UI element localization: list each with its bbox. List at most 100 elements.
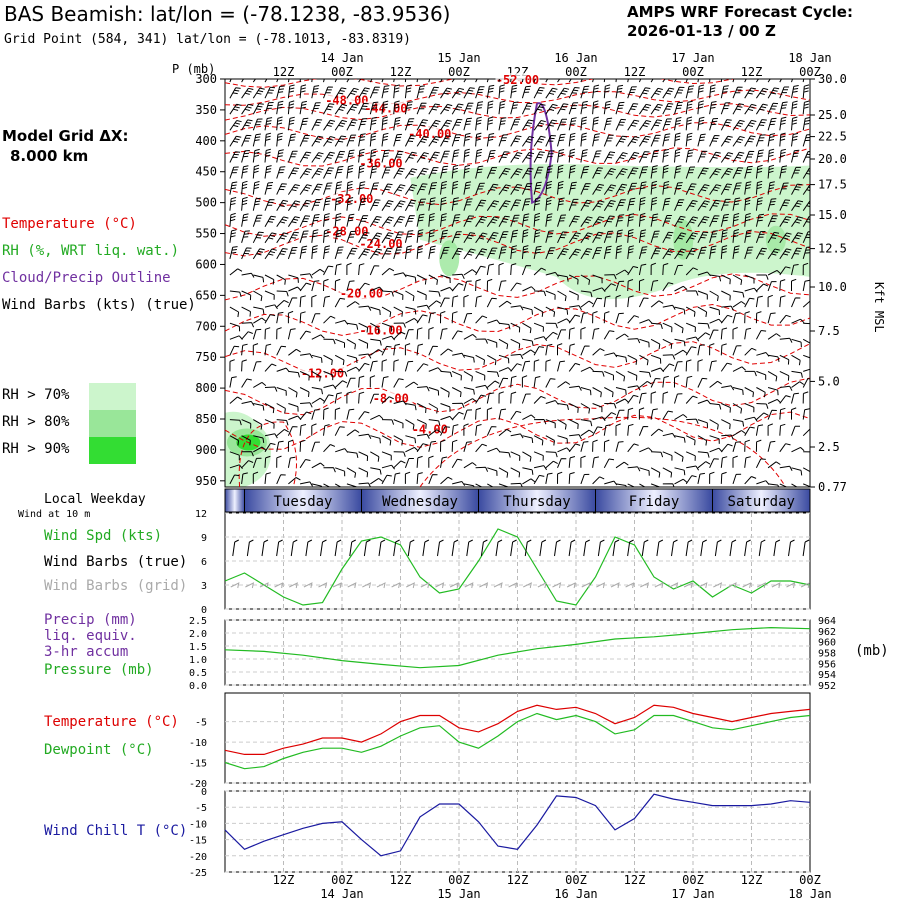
kft-tick-label: 30.0 — [818, 72, 847, 86]
wind-barb — [756, 480, 770, 485]
bottom-date-label: 17 Jan — [671, 887, 714, 900]
wind-barb — [627, 266, 639, 276]
top-time-label: 00Z — [799, 65, 821, 79]
wind-barb — [674, 375, 680, 388]
wind-barb — [650, 378, 661, 388]
wind-barb — [323, 384, 337, 390]
wind-barb — [568, 148, 576, 163]
wind-barb — [486, 297, 497, 308]
wind-barb — [755, 424, 764, 436]
wind-barb — [685, 247, 697, 260]
wind-barb — [802, 167, 810, 179]
wind-barb — [557, 180, 564, 195]
wind-barb — [276, 387, 287, 396]
true-wind-barb — [714, 539, 722, 557]
wind-barb — [720, 152, 734, 163]
wind-barb — [779, 370, 790, 381]
wind-barb — [440, 348, 453, 356]
wind-barb — [802, 117, 810, 131]
wind-barb — [627, 354, 638, 365]
wind-barb — [627, 394, 639, 404]
true-wind-barb — [554, 539, 561, 557]
wind-barb — [287, 84, 295, 99]
weekday-label: Saturday — [728, 494, 795, 510]
wind-barb — [533, 465, 548, 471]
wind-barb — [545, 135, 556, 147]
wind-barb — [405, 317, 419, 324]
wind-barb — [732, 366, 746, 372]
wind-barb — [393, 343, 401, 356]
contour-label-bg — [324, 224, 369, 238]
wind-barb — [276, 216, 289, 227]
wind-barb — [440, 456, 448, 468]
wind-barb — [557, 329, 566, 340]
wind-barb — [627, 103, 639, 115]
wind-barb — [498, 100, 506, 115]
true-wind-barb — [583, 539, 590, 557]
wind-barb — [697, 246, 707, 260]
wind-barb — [264, 386, 278, 392]
wind-barb — [802, 408, 810, 420]
wind-barb — [404, 101, 413, 115]
cloud-outline — [529, 102, 553, 205]
wind-at-label: Wind at 10 m — [18, 509, 91, 520]
wind-barb — [287, 133, 297, 147]
wind-barb — [287, 456, 296, 468]
wind-barb — [720, 168, 733, 179]
wind-barb — [463, 87, 475, 99]
temperature-contour-line — [225, 303, 810, 336]
wind-barb — [638, 246, 648, 260]
wind-barb — [744, 103, 757, 115]
wind-barb — [732, 441, 741, 452]
wind-barb — [627, 315, 640, 324]
wind-barb — [802, 378, 810, 388]
wind-barb — [475, 248, 488, 260]
grid-wind-barb — [727, 582, 737, 589]
wind-barb — [369, 116, 377, 131]
wind-barb — [405, 446, 419, 453]
wind-barb — [744, 165, 753, 179]
wind-barb — [662, 322, 673, 333]
wind-barb — [264, 117, 273, 131]
kft-tick-label: 7.5 — [818, 324, 840, 338]
wind-barb — [440, 150, 450, 163]
wind-barb — [276, 299, 289, 308]
wind-barb — [557, 274, 569, 282]
wind-barb — [346, 134, 357, 147]
wind-barb — [475, 116, 482, 131]
wind-barb — [545, 435, 555, 446]
label-pressure-unit: (mb) — [855, 643, 889, 659]
wind-barb — [440, 415, 454, 421]
wind-barb — [428, 229, 435, 243]
wind-barb — [533, 120, 546, 131]
wind-barb — [264, 182, 274, 195]
grid-wind-barbs — [230, 582, 810, 589]
wind-barb — [311, 370, 321, 382]
wind-barb — [452, 352, 466, 358]
wind-barb — [767, 312, 776, 324]
grid-wind-barb — [742, 582, 752, 589]
wind-barb — [650, 408, 658, 420]
wind-barb — [393, 460, 406, 469]
wind-barb — [334, 150, 345, 163]
wind-barb — [287, 216, 300, 227]
temperature-line — [224, 704, 811, 755]
wind-barb — [440, 165, 449, 179]
wind-barb — [580, 441, 589, 452]
wind-barb — [252, 164, 260, 179]
wind-barb — [346, 429, 360, 437]
wind-barb — [253, 419, 263, 430]
wind-barb — [568, 443, 581, 453]
wind-barb — [732, 403, 743, 414]
grid-wind-barb — [786, 582, 796, 589]
wind-barb — [755, 311, 762, 324]
wind-barb — [580, 403, 591, 414]
wind-barb — [229, 290, 242, 298]
wind-barb — [416, 198, 426, 211]
wind-barb — [288, 403, 299, 412]
wind-barb — [779, 295, 786, 308]
wind-barb — [767, 370, 778, 382]
wind-barb — [252, 471, 259, 484]
wind-barb — [381, 322, 392, 332]
pressure-tick-label: 962 — [818, 627, 836, 638]
